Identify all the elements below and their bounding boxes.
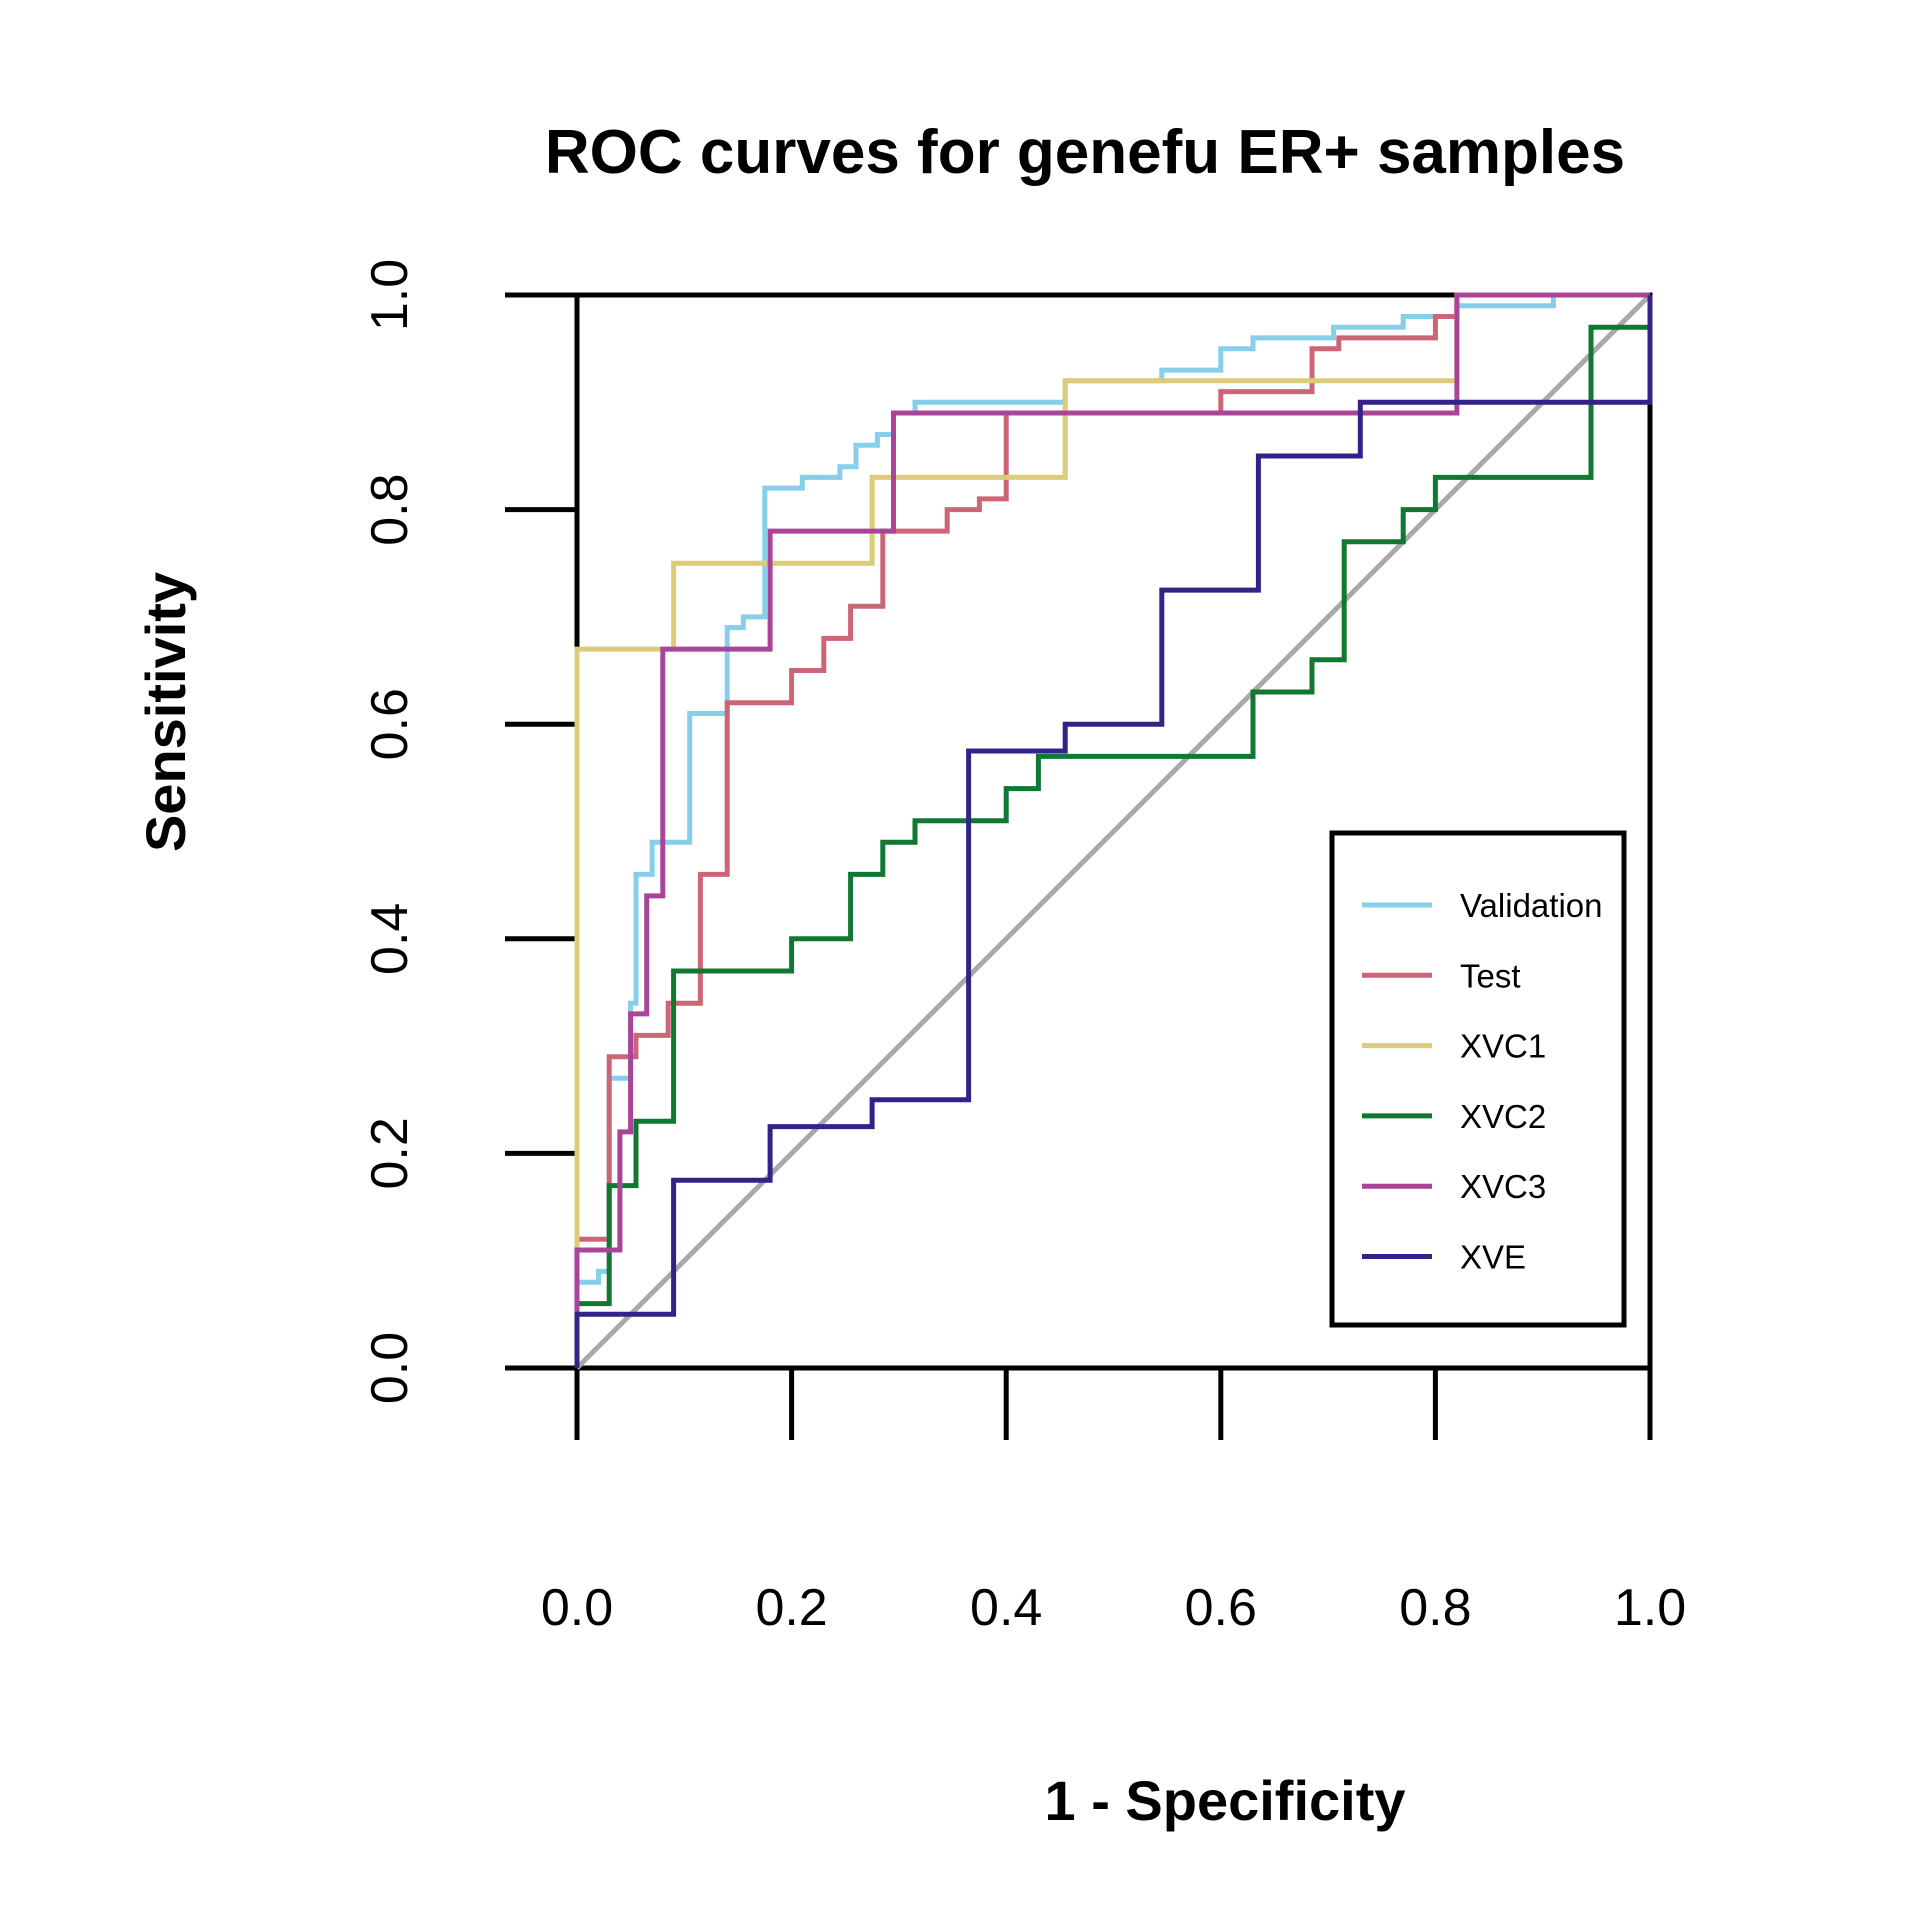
legend-label: Test bbox=[1460, 957, 1521, 994]
y-tick-label: 0.2 bbox=[361, 1117, 419, 1189]
legend-label: XVC2 bbox=[1460, 1098, 1546, 1135]
series-line-xvc2 bbox=[574, 324, 1650, 1368]
y-axis-label: Sensitivity bbox=[134, 572, 197, 852]
series-lines bbox=[574, 292, 1653, 1368]
y-tick-label: 0.8 bbox=[361, 473, 419, 545]
x-tick-label: 1.0 bbox=[1614, 1579, 1686, 1637]
legend-label: Validation bbox=[1460, 887, 1603, 924]
legend-label: XVC1 bbox=[1460, 1028, 1546, 1065]
x-tick-label: 0.2 bbox=[755, 1579, 827, 1637]
chart-title: ROC curves for genefu ER+ samples bbox=[545, 118, 1625, 187]
y-tick-label: 0.0 bbox=[361, 1332, 419, 1404]
diagonal-reference-line bbox=[575, 293, 1652, 1370]
legend: Validation Test XVC1 XVC2 XVC3 XVE bbox=[1329, 830, 1627, 1328]
series-line-test bbox=[574, 292, 1650, 1368]
legend-label: XVE bbox=[1460, 1239, 1526, 1276]
reference-diagonal bbox=[575, 293, 1652, 1370]
y-tick-label: 0.6 bbox=[361, 688, 419, 760]
y-tick-label: 1.0 bbox=[361, 259, 419, 331]
x-tick-label: 0.6 bbox=[1185, 1579, 1257, 1637]
x-tick-label: 0.0 bbox=[541, 1579, 613, 1637]
series-line-validation bbox=[574, 292, 1650, 1368]
y-tick-label: 0.4 bbox=[361, 903, 419, 975]
x-axis-label: 1 - Specificity bbox=[1044, 1769, 1405, 1832]
legend-box bbox=[1329, 830, 1627, 1328]
x-tick-label: 0.8 bbox=[1399, 1579, 1471, 1637]
series-line-xve bbox=[574, 295, 1653, 1368]
series-line-xvc3 bbox=[574, 292, 1650, 1368]
x-tick-label: 0.4 bbox=[970, 1579, 1042, 1637]
legend-label: XVC3 bbox=[1460, 1168, 1546, 1205]
axes: 0.0 0.2 0.4 0.6 0.8 1.0 0.0 0.2 0.4 0.6 0.8 1.0 bbox=[361, 259, 1686, 1637]
